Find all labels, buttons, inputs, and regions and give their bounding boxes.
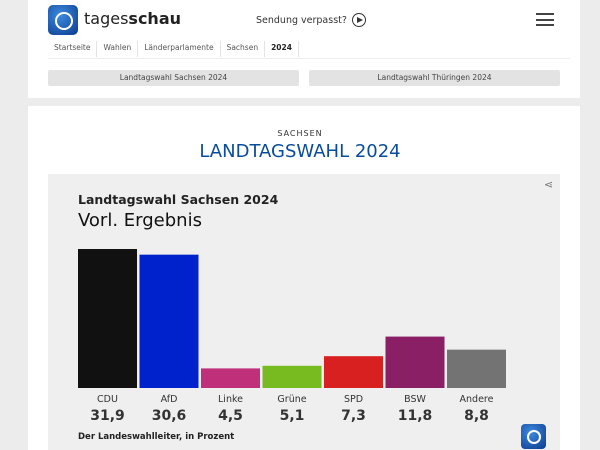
value-label: 11,8	[398, 408, 433, 424]
hamburger-menu-icon[interactable]	[536, 13, 554, 26]
value-label: 30,6	[152, 408, 187, 424]
breadcrumb-item[interactable]: Wahlen	[97, 41, 139, 57]
value-label: 5,1	[280, 408, 305, 424]
value-label: 4,5	[218, 408, 243, 424]
bar-spd	[324, 356, 383, 388]
missed-label: Sendung verpasst?	[256, 14, 347, 26]
chart-title: Landtagswahl Sachsen 2024	[78, 192, 279, 207]
value-label: 7,3	[341, 408, 366, 424]
share-icon[interactable]: ⋖	[544, 178, 554, 191]
value-label: 8,8	[464, 408, 489, 424]
bar-andere	[447, 349, 506, 388]
section-title: LANDTAGSWAHL 2024	[199, 141, 401, 162]
play-icon	[351, 13, 366, 27]
value-label: 31,9	[90, 408, 125, 424]
bar-afd	[139, 254, 199, 388]
breadcrumb: Startseite Wahlen Länderparlamente Sachs…	[48, 41, 570, 59]
breadcrumb-item[interactable]: Sachsen	[221, 41, 266, 57]
tagesschau-logo[interactable]	[48, 5, 78, 35]
tagesschau-watermark-icon	[521, 424, 546, 449]
section-kicker: SACHSEN	[277, 129, 323, 138]
brand-bold: schau	[128, 9, 182, 28]
category-label: CDU	[97, 394, 118, 405]
chart-source: Der Landeswahlleiter, in Prozent	[78, 432, 235, 442]
category-label: Linke	[218, 394, 243, 405]
bar-linke	[201, 368, 260, 388]
category-label: Andere	[460, 394, 494, 405]
chart-subtitle: Vorl. Ergebnis	[78, 210, 202, 231]
breadcrumb-item[interactable]: Länderparlamente	[138, 41, 221, 57]
brand-name[interactable]: tagesschau	[84, 9, 181, 28]
bar-bsw	[385, 336, 445, 388]
category-label: Grüne	[277, 394, 306, 405]
sendung-verpasst-link[interactable]: Sendung verpasst?	[256, 13, 366, 27]
brand-light: tages	[84, 9, 129, 28]
bar-cdu	[78, 249, 137, 388]
tab-sachsen[interactable]: Landtagswahl Sachsen 2024	[48, 70, 299, 86]
breadcrumb-item[interactable]: Startseite	[48, 41, 98, 57]
breadcrumb-current[interactable]: 2024	[265, 41, 299, 57]
bar-grüne	[262, 365, 322, 388]
category-label: SPD	[344, 394, 363, 405]
category-label: AfD	[161, 394, 178, 405]
tab-thueringen[interactable]: Landtagswahl Thüringen 2024	[309, 70, 560, 86]
category-label: BSW	[404, 394, 426, 405]
